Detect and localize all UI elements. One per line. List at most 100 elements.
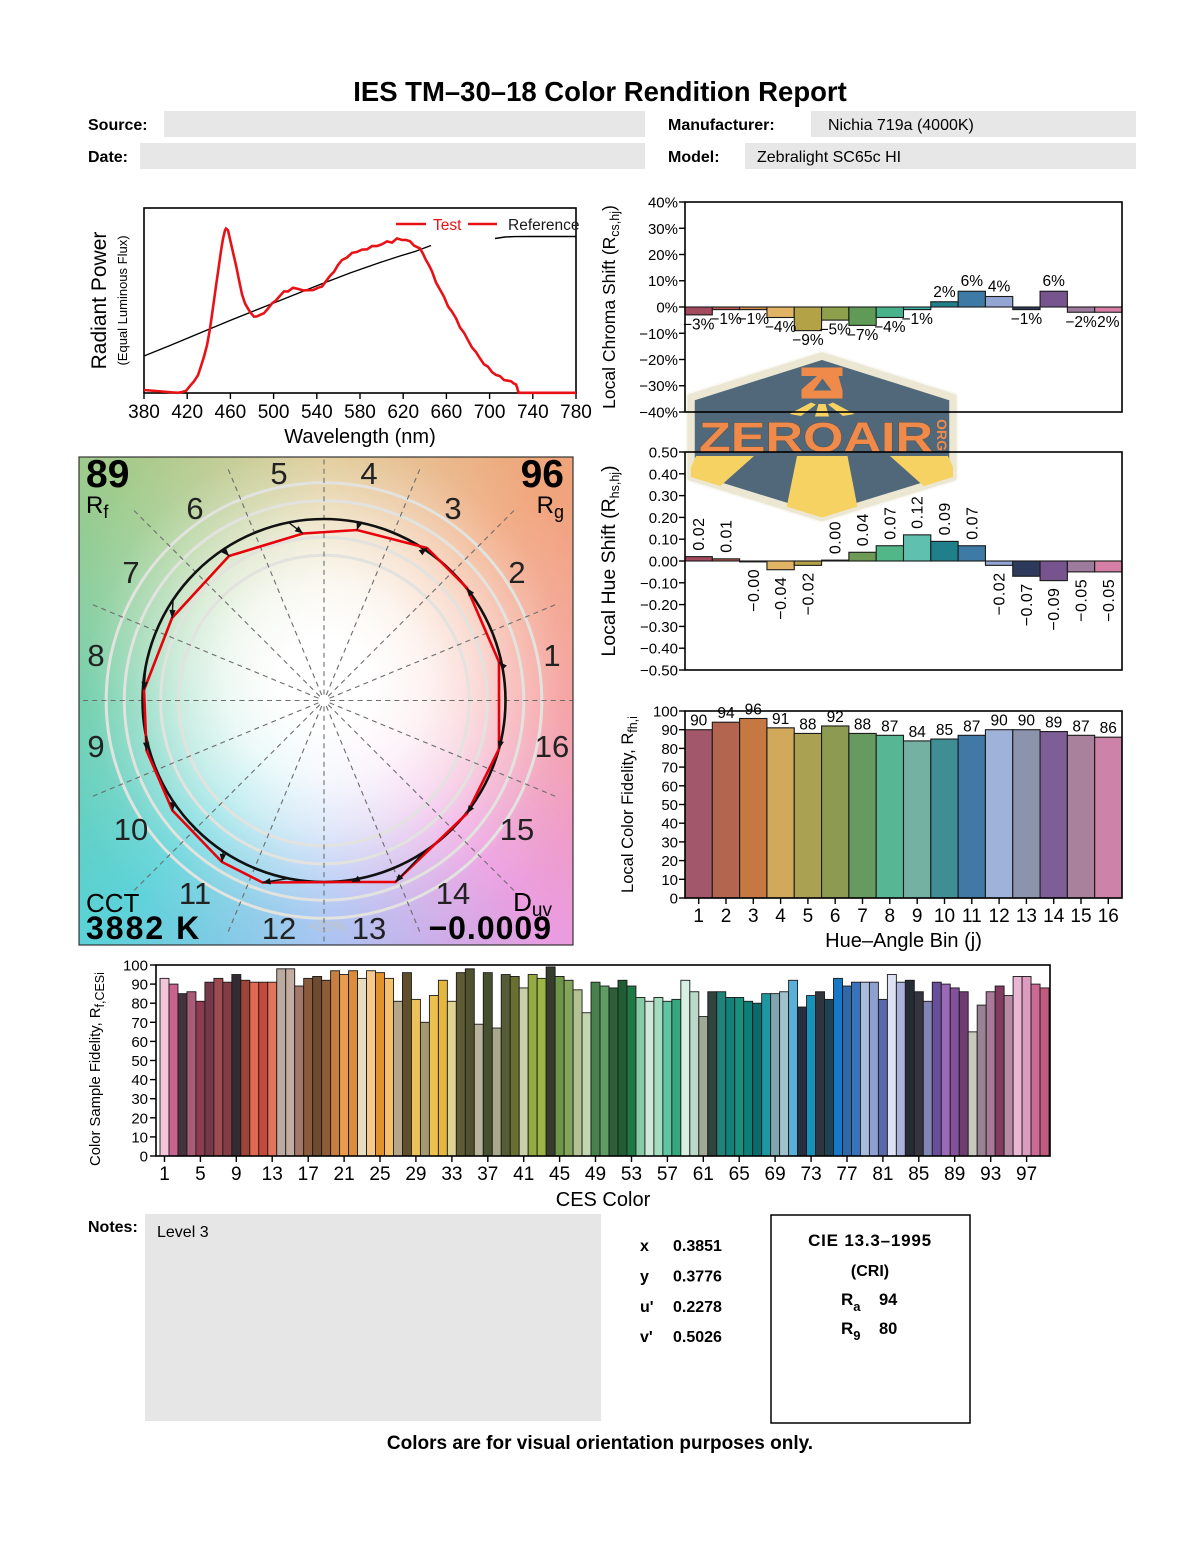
svg-text:14: 14 [436, 876, 470, 911]
svg-text:0.01: 0.01 [719, 520, 736, 553]
svg-text:20: 20 [131, 1110, 148, 1127]
svg-text:−0.20: −0.20 [640, 597, 678, 614]
svg-text:88: 88 [799, 716, 816, 733]
svg-text:89: 89 [944, 1164, 965, 1185]
svg-text:380: 380 [128, 402, 160, 423]
svg-text:−0.09: −0.09 [1046, 588, 1063, 631]
svg-text:Local Hue Shift (Rhs,hj): Local Hue Shift (Rhs,hj) [598, 465, 622, 656]
svg-text:1: 1 [693, 906, 704, 927]
svg-text:50: 50 [131, 1053, 148, 1070]
svg-text:20: 20 [661, 853, 678, 870]
svg-text:CIE 13.3–1995: CIE 13.3–1995 [808, 1231, 932, 1250]
svg-text:77: 77 [836, 1164, 857, 1185]
svg-text:33: 33 [441, 1164, 462, 1185]
svg-text:−0.10: −0.10 [640, 575, 678, 592]
svg-text:90: 90 [661, 722, 678, 739]
svg-text:90: 90 [1018, 713, 1036, 730]
svg-text:−0.04: −0.04 [773, 577, 790, 620]
svg-text:37: 37 [477, 1164, 498, 1185]
svg-text:+20%: +20% [308, 918, 347, 935]
svg-text:0.09: 0.09 [937, 502, 954, 535]
svg-text:60: 60 [131, 1034, 148, 1051]
svg-text:17: 17 [298, 1164, 319, 1185]
svg-text:40: 40 [131, 1072, 148, 1089]
svg-text:65: 65 [729, 1164, 750, 1185]
svg-text:6%: 6% [961, 273, 984, 290]
svg-text:4%: 4% [988, 279, 1011, 296]
svg-text:780: 780 [560, 402, 592, 423]
svg-text:Source:: Source: [88, 117, 148, 134]
svg-text:80: 80 [879, 1320, 897, 1338]
svg-text:12: 12 [262, 911, 296, 946]
svg-text:0.12: 0.12 [910, 496, 927, 529]
svg-text:−5%: −5% [819, 322, 851, 339]
svg-text:87: 87 [881, 718, 898, 735]
svg-text:94: 94 [717, 705, 735, 722]
svg-text:660: 660 [431, 402, 463, 423]
svg-text:10: 10 [114, 812, 148, 847]
svg-text:96: 96 [521, 453, 564, 496]
svg-text:−20%: −20% [639, 352, 678, 369]
svg-text:96: 96 [745, 702, 762, 719]
svg-text:(CRI): (CRI) [851, 1263, 889, 1280]
svg-text:0.40: 0.40 [649, 466, 678, 483]
svg-text:Radiant Power: Radiant Power [88, 232, 111, 370]
svg-text:5: 5 [270, 456, 287, 491]
svg-text:0.3776: 0.3776 [673, 1268, 722, 1285]
svg-text:1: 1 [159, 1164, 170, 1185]
svg-text:87: 87 [1072, 718, 1089, 735]
svg-text:30: 30 [131, 1091, 148, 1108]
svg-text:−1%: −1% [1011, 311, 1043, 328]
svg-text:90: 90 [131, 977, 148, 994]
svg-text:2: 2 [508, 555, 525, 590]
svg-text:80: 80 [131, 996, 148, 1013]
svg-text:94: 94 [879, 1291, 898, 1309]
svg-text:Wavelength (nm): Wavelength (nm) [284, 426, 436, 448]
svg-text:88: 88 [854, 716, 871, 733]
svg-text:5: 5 [803, 906, 814, 927]
svg-text:y: y [640, 1268, 649, 1285]
svg-text:90: 90 [990, 713, 1008, 730]
svg-text:CCT: CCT [86, 888, 140, 918]
svg-text:−1%: −1% [901, 311, 933, 328]
svg-text:−2%: −2% [1065, 314, 1097, 331]
svg-text:11: 11 [962, 906, 982, 927]
svg-text:0.00: 0.00 [649, 554, 678, 571]
svg-text:29: 29 [405, 1164, 426, 1185]
svg-text:4: 4 [360, 456, 377, 491]
svg-text:700: 700 [474, 402, 506, 423]
svg-text:Local Chroma Shift (Rcs,hj): Local Chroma Shift (Rcs,hj) [599, 205, 622, 409]
svg-text:11: 11 [179, 876, 211, 911]
svg-text:420: 420 [171, 402, 203, 423]
svg-text:IES TM–30–18 Color Rendition R: IES TM–30–18 Color Rendition Report [353, 76, 847, 107]
svg-text:9: 9 [87, 729, 104, 764]
svg-text:0.04: 0.04 [855, 513, 872, 546]
svg-text:−0.50: −0.50 [640, 663, 678, 680]
svg-text:−0.07: −0.07 [1019, 583, 1036, 626]
svg-text:2: 2 [721, 906, 732, 927]
svg-text:3: 3 [748, 906, 759, 927]
svg-text:7: 7 [122, 555, 139, 590]
svg-text:40%: 40% [648, 195, 678, 212]
svg-text:8: 8 [87, 638, 104, 673]
svg-text:10%: 10% [648, 273, 678, 290]
svg-text:89: 89 [86, 453, 129, 496]
svg-text:−0.02: −0.02 [800, 572, 817, 615]
svg-text:−0.02: −0.02 [992, 572, 1009, 615]
svg-text:0%: 0% [656, 300, 678, 317]
svg-text:Colors are for visual orientat: Colors are for visual orientation purpos… [387, 1433, 813, 1454]
svg-text:50: 50 [661, 797, 678, 814]
svg-text:87: 87 [963, 718, 980, 735]
svg-text:0.50: 0.50 [649, 445, 678, 462]
svg-text:85: 85 [936, 722, 953, 739]
svg-text:x: x [640, 1238, 649, 1255]
svg-text:0.30: 0.30 [649, 488, 678, 505]
svg-text:80: 80 [661, 741, 678, 758]
svg-text:−0.0009: −0.0009 [428, 910, 552, 946]
svg-text:81: 81 [872, 1164, 893, 1185]
svg-text:25: 25 [369, 1164, 390, 1185]
svg-text:Rg: Rg [537, 492, 564, 522]
svg-text:0.10: 0.10 [649, 532, 678, 549]
svg-text:13: 13 [262, 1164, 283, 1185]
svg-text:−1%: −1% [710, 311, 742, 328]
